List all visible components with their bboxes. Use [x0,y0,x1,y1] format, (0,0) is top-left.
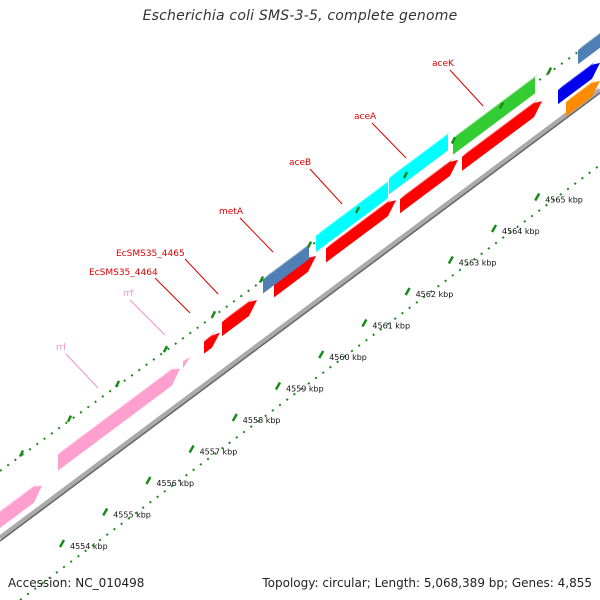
leader-line-ecsms35_4465 [184,258,219,295]
rrf-feature [182,357,190,371]
acea-feature-red [400,159,458,214]
scale-label-4564: 4564 kbp [502,227,540,236]
inner-major-tick [361,318,368,328]
scale-label-4561: 4561 kbp [372,322,410,331]
gene-label-aceb[interactable]: aceB [289,158,311,168]
inner-tick-ring [19,164,600,600]
scale-label-4560: 4560 kbp [329,353,367,362]
edge-feature-blue-top [578,32,600,51]
inner-major-tick [447,255,454,265]
gene-label-ecsms35_4465[interactable]: EcSMS35_4465 [116,249,185,259]
acek-feature-red [462,101,542,171]
genome-summary: Topology: circular; Length: 5,068,389 bp… [262,576,592,590]
inner-major-tick [231,413,238,422]
genome-backbone [0,87,600,541]
scale-label-4565: 4565 kbp [545,196,583,205]
scale-label-4557: 4557 kbp [200,448,238,457]
acea-feature-cyan [389,134,448,195]
leader-line-ecsms35_4464 [154,277,191,314]
scale-label-4556: 4556 kbp [156,479,194,488]
scale-label-4558: 4558 kbp [243,416,281,425]
acek-feature-green [453,77,535,155]
acek-feature-red-top [462,99,538,157]
outer-major-tick [450,136,457,144]
edge-feature-orange-top [566,78,596,103]
gene-label-meta[interactable]: metA [219,207,244,217]
inner-major-tick [318,350,325,359]
leader-line-aceb [309,168,343,205]
map-title: Escherichia coli SMS-3-5, complete genom… [142,8,458,24]
scale-label-4559: 4559 kbp [286,385,324,394]
aceb-feature-red [326,200,396,263]
rrl-feature-left-top [0,482,38,512]
inner-major-tick [145,476,152,485]
meta-feature-blue [263,245,309,294]
scale-label-4563: 4563 kbp [459,259,497,268]
outer-major-tick [306,241,313,249]
gene-label-ecsms35_4464[interactable]: EcSMS35_4464 [89,268,158,278]
outer-major-tick [66,415,73,423]
edge-feature-darkblue-top [558,60,596,91]
outer-major-tick [258,275,265,284]
gene-label-rrl[interactable]: rrl [56,343,66,353]
outer-major-tick [498,101,505,110]
aceb-feature-cyan [316,182,388,252]
inner-major-tick [490,224,498,233]
scale-label-4554: 4554 kbp [70,542,108,551]
gene-label-acek[interactable]: aceK [432,59,455,69]
meta-feature-blue-top [263,241,313,280]
genome-backbone-shadow [0,92,600,542]
outer-major-tick [546,67,553,75]
meta-feature-red [274,255,316,298]
inner-major-tick [188,444,195,454]
rrl-feature-left [0,485,42,528]
rrl-feature [58,368,180,471]
inner-major-tick [274,381,282,391]
outer-major-tick [114,380,121,388]
inner-major-tick [404,287,411,296]
inner-major-tick [58,539,66,548]
leader-line-rrf [129,299,166,336]
ecsms35-4465-feature [222,300,257,337]
gene-label-acea[interactable]: aceA [354,112,377,122]
edge-feature-blue [578,33,600,65]
leader-line-acek [449,69,484,107]
rrl-feature-top [58,365,176,455]
acea-feature-red-top [400,157,454,200]
ecsms35-4464-feature-top [204,331,216,342]
leader-line-rrl [65,353,99,389]
ecsms35-4465-feature-top [222,297,253,323]
ecsms35-4464-feature [204,332,220,354]
scale-label-4562: 4562 kbp [416,290,454,299]
scale-label-4555: 4555 kbp [113,511,151,520]
edge-feature-darkblue [558,62,600,105]
leader-line-acea [371,122,407,159]
rrf-feature-top [182,357,187,363]
outer-major-tick [162,345,169,353]
accession-label: Accession: NC_010498 [8,576,145,590]
outer-major-tick [402,171,409,179]
gene-label-rrf[interactable]: rrf [123,289,134,299]
outer-major-tick [18,449,25,458]
inner-major-tick [534,192,541,202]
leader-line-meta [239,217,274,253]
aceb-feature-red-top [326,198,392,249]
outer-major-tick [210,310,217,318]
edge-feature-orange [566,80,600,117]
outer-major-tick [354,206,361,214]
acek-feature-green-top [453,73,539,139]
inner-major-tick [102,507,109,517]
acea-feature-cyan-top [389,130,452,179]
aceb-feature-cyan-top [316,178,392,236]
